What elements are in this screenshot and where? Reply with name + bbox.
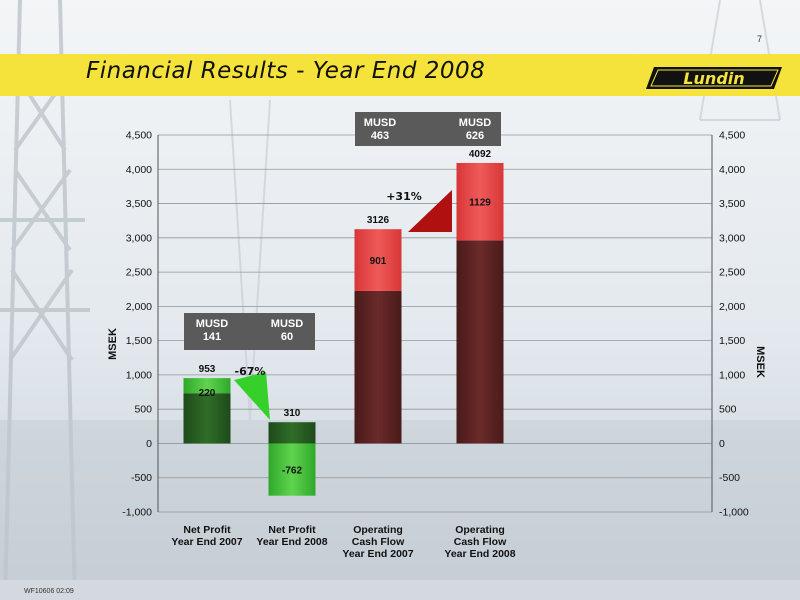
y-tick-label-left: 4,500 [126, 130, 152, 142]
bar-segment-label: -762 [282, 466, 302, 477]
footer-code: WF10606 02:09 [24, 588, 74, 595]
y-axis-title-left: MSEK [107, 328, 119, 360]
bar-total-label: 3126 [367, 215, 390, 226]
y-tick-label-left: 3,000 [126, 232, 152, 244]
x-tick-label: Year End 2008 [256, 536, 327, 548]
y-tick-label-left: 2,000 [126, 301, 152, 313]
y-tick-label-right: -500 [719, 472, 740, 484]
y-tick-label-right: 500 [719, 404, 737, 416]
page-number: 7 [756, 34, 762, 44]
musd-label: MUSD [271, 318, 303, 330]
x-tick-label: Year End 2007 [171, 536, 242, 548]
x-tick-label: Cash Flow [352, 536, 405, 548]
x-tick-label: Cash Flow [454, 536, 507, 548]
change-label: +31% [386, 190, 422, 203]
y-tick-label-right: 0 [719, 438, 725, 450]
bar-segment [354, 229, 402, 291]
x-tick-label: Year End 2008 [444, 548, 515, 560]
musd-value: 141 [203, 331, 221, 343]
bar-total-label: 4092 [469, 149, 492, 160]
y-axis-title-right: MSEK [754, 346, 766, 378]
bar-segment [268, 443, 316, 496]
y-tick-label-left: 4,000 [126, 164, 152, 176]
musd-label: MUSD [364, 117, 396, 129]
x-tick-label: Net Profit [268, 524, 316, 536]
musd-box [355, 112, 501, 146]
bar-segment [183, 393, 231, 444]
bar-segment-label: 220 [199, 388, 216, 399]
y-tick-label-right: 1,000 [719, 369, 745, 381]
x-tick-label: Operating [455, 524, 505, 536]
y-tick-label-right: 2,000 [719, 301, 745, 313]
change-arrow-up [408, 190, 452, 232]
change-arrow-down [234, 372, 270, 420]
bar-segment [456, 162, 504, 241]
musd-value: 463 [371, 130, 389, 142]
change-label: -67% [235, 365, 266, 378]
page-title: Financial Results - Year End 2008 [86, 58, 486, 84]
axes: -1,000 -1,000 -500 -500 0 0 500 500 1,000 1,000 1,… [107, 130, 766, 561]
y-tick-label-left: 500 [134, 404, 152, 416]
musd-value: 626 [466, 130, 484, 142]
y-tick-label-right: -1,000 [719, 507, 749, 519]
x-tick-label: Year End 2007 [342, 548, 413, 560]
bar-segment [354, 290, 402, 444]
bar-segment [456, 240, 504, 444]
y-tick-label-right: 2,500 [719, 267, 745, 279]
y-tick-label-right: 3,000 [719, 232, 745, 244]
bar-segment [183, 378, 231, 394]
bar-segment [268, 422, 316, 444]
y-tick-label-left: 2,500 [126, 267, 152, 279]
lundin-logo: Lundin [646, 67, 782, 89]
y-tick-label-right: 4,000 [719, 164, 745, 176]
musd-label: MUSD [459, 117, 491, 129]
y-tick-label-left: 3,500 [126, 198, 152, 210]
svg-text:Lundin: Lundin [683, 69, 744, 88]
y-tick-label-left: -1,000 [122, 507, 152, 519]
x-tick-label: Operating [353, 524, 403, 536]
bar-total-label: 310 [284, 408, 301, 419]
y-tick-label-right: 1,500 [719, 335, 745, 347]
bar-segment-label: 901 [370, 256, 387, 267]
y-tick-label-left: 1,000 [126, 369, 152, 381]
y-tick-label-left: -500 [131, 472, 152, 484]
musd-box [184, 313, 315, 350]
bar-total-label: 953 [199, 364, 216, 375]
y-tick-label-left: 1,500 [126, 335, 152, 347]
musd-value: 60 [281, 331, 293, 343]
y-tick-label-right: 3,500 [719, 198, 745, 210]
x-tick-label: Net Profit [183, 524, 231, 536]
y-tick-label-left: 0 [146, 438, 152, 450]
bar-segment-label: 1129 [469, 198, 491, 209]
musd-label: MUSD [196, 318, 228, 330]
y-tick-label-right: 4,500 [719, 130, 745, 142]
bars: 220 953 -762 310 901 3126 1129 4092 [183, 149, 504, 496]
